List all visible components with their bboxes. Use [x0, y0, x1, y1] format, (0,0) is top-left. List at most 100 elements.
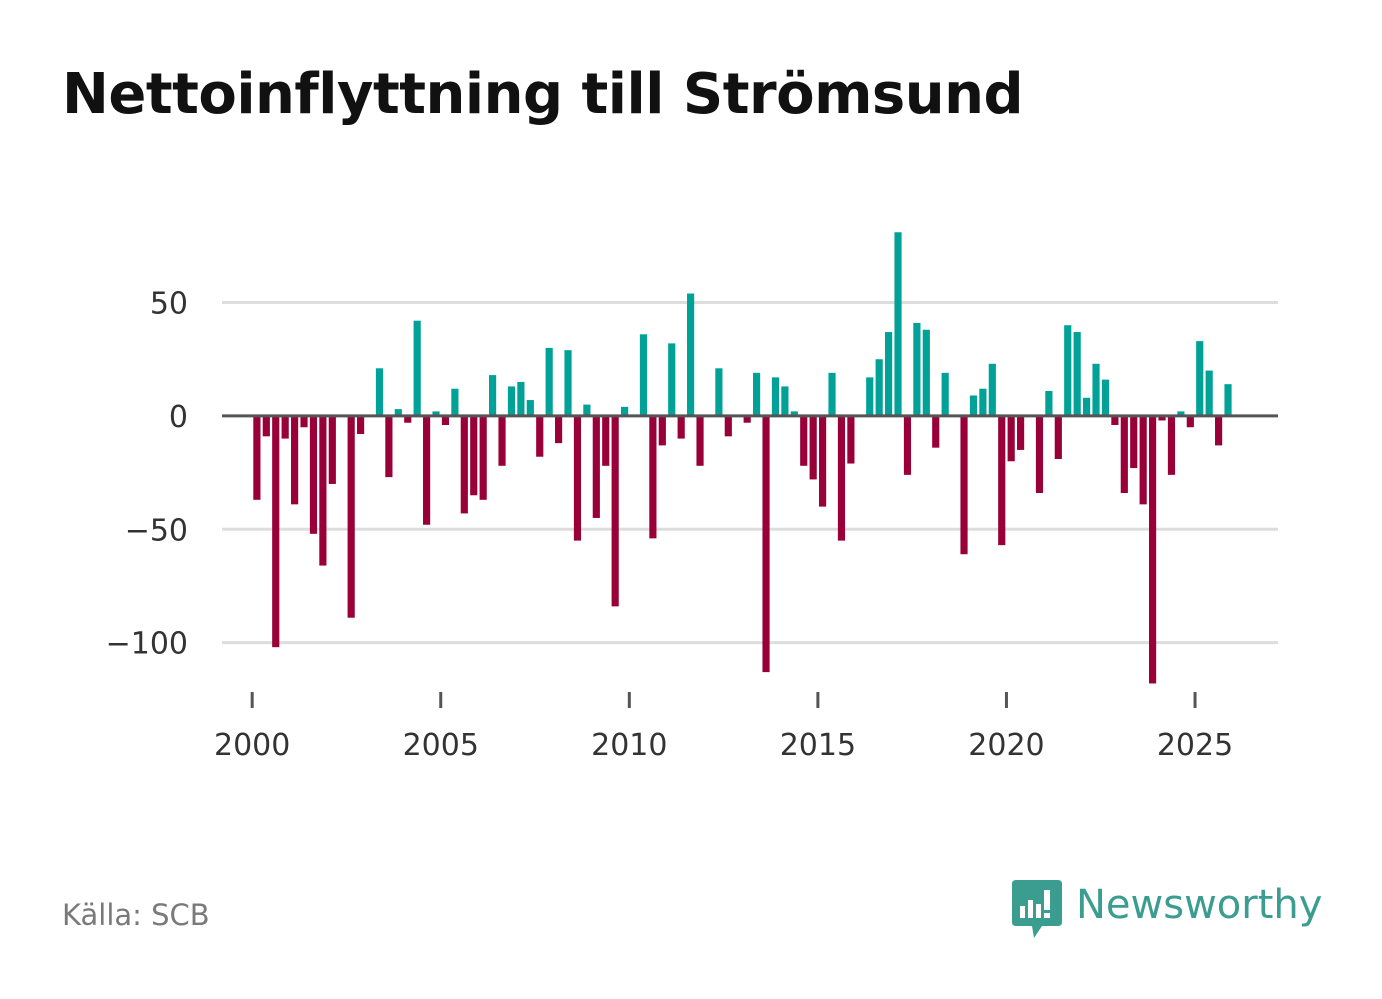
bar [1167, 415, 1176, 475]
bar [536, 415, 544, 457]
bar [470, 415, 478, 496]
bar [602, 415, 610, 466]
bar [1186, 415, 1194, 428]
x-tick-label: 2015 [780, 728, 856, 763]
bar [1224, 384, 1232, 416]
bar [413, 320, 421, 416]
source-note: Källa: SCB [62, 898, 210, 932]
y-tick-label: 50 [150, 287, 188, 322]
bar [1205, 370, 1213, 416]
bar [1101, 379, 1110, 416]
x-tick-label: 2020 [968, 728, 1044, 763]
bar [309, 415, 318, 534]
bar [790, 411, 798, 416]
bar [451, 388, 459, 416]
bar [781, 386, 789, 416]
bar [1064, 325, 1072, 416]
bar [743, 415, 751, 423]
bar [300, 415, 308, 428]
bar [960, 415, 968, 555]
x-axis: 2000 2005 2010 2015 2020 2025 [214, 692, 1233, 763]
bar [375, 368, 384, 416]
bar [677, 415, 685, 439]
bar [885, 332, 893, 416]
bar [507, 386, 516, 416]
bar [828, 372, 836, 416]
bar [1158, 415, 1166, 421]
bar [1017, 415, 1025, 450]
bar [262, 415, 270, 437]
bar [800, 415, 808, 466]
bar [837, 415, 846, 541]
bar [903, 415, 912, 475]
bar [1177, 411, 1185, 416]
bar [1045, 390, 1053, 416]
bar [1054, 415, 1062, 459]
newsworthy-logo-icon [1012, 880, 1062, 938]
bar [819, 415, 827, 507]
bar [272, 415, 280, 648]
bar [498, 415, 506, 466]
bar [875, 359, 883, 416]
bar [583, 404, 591, 416]
bar [460, 415, 468, 514]
y-axis: 50 0 −50 −100 [106, 287, 188, 662]
bar [941, 372, 949, 416]
bar [988, 363, 996, 416]
x-tick-label: 2005 [403, 728, 479, 763]
bar [979, 388, 987, 416]
bar [1215, 415, 1223, 446]
bar [573, 415, 582, 541]
bar [281, 415, 289, 439]
bar [913, 322, 921, 416]
bar [809, 415, 817, 480]
bar [1083, 397, 1091, 416]
bar [517, 381, 525, 416]
bar [385, 415, 393, 478]
y-tick-label: −50 [125, 513, 188, 548]
bar [771, 377, 780, 416]
bar [969, 395, 978, 416]
bar [319, 415, 327, 566]
bar [1007, 415, 1015, 462]
brand-logo[interactable]: Newsworthy [1012, 880, 1322, 940]
bar [432, 411, 440, 416]
bar [753, 372, 761, 416]
bar [894, 232, 902, 416]
bar [866, 377, 874, 416]
y-tick-label: −100 [106, 627, 188, 662]
bar [932, 415, 940, 448]
bar [668, 343, 676, 416]
bar [1196, 341, 1204, 416]
bar [696, 415, 704, 466]
bar [621, 406, 629, 416]
bar [291, 415, 299, 505]
bar [592, 415, 600, 518]
bar [347, 415, 355, 618]
bar [404, 415, 412, 423]
bar [847, 415, 855, 464]
bar [611, 415, 619, 607]
bar [1073, 332, 1081, 416]
y-tick-label: 0 [169, 400, 188, 435]
bar [564, 350, 572, 416]
bar [922, 329, 930, 416]
bar [1130, 415, 1138, 469]
bar [1120, 415, 1128, 494]
bars [253, 232, 1232, 684]
bar [1111, 415, 1119, 425]
x-tick-label: 2025 [1157, 728, 1233, 763]
bar [555, 415, 563, 444]
bar [479, 415, 487, 500]
chart-title: Nettoinflyttning till Strömsund [62, 62, 1024, 127]
bar [687, 293, 695, 416]
bar [545, 347, 553, 416]
bar [649, 415, 657, 539]
bar [526, 400, 534, 416]
x-tick-label: 2010 [591, 728, 667, 763]
x-tick-label: 2000 [214, 728, 290, 763]
bar [998, 415, 1006, 546]
bar [489, 375, 497, 416]
bar [423, 415, 431, 525]
